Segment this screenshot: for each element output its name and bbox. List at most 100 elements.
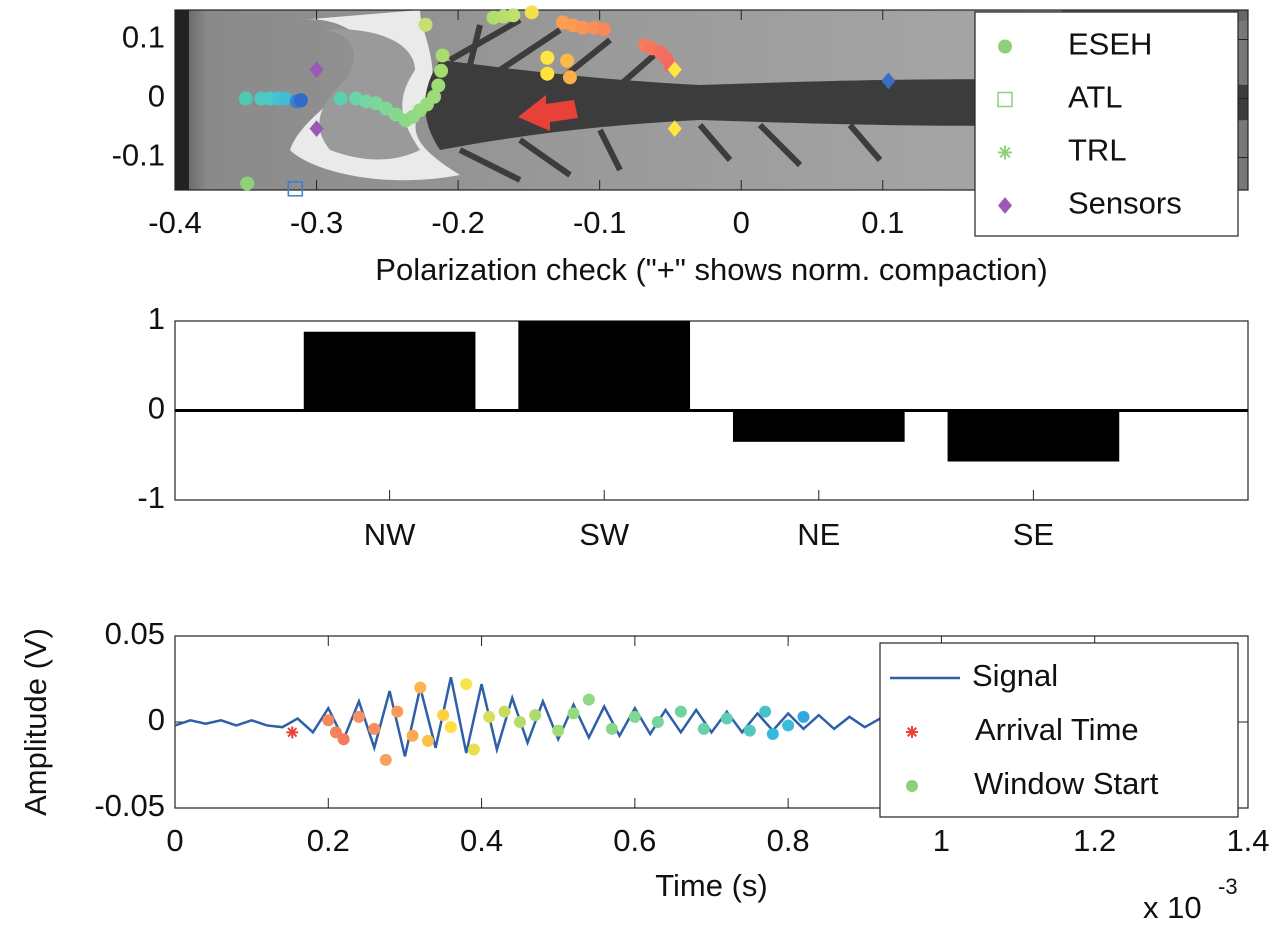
point [513,716,526,728]
point [720,712,733,725]
x-axis-label: Time (s) [655,868,768,903]
point [414,681,427,694]
y-tick-label: 0 [148,391,165,426]
point [560,53,575,68]
point [329,726,342,739]
point [667,61,682,79]
x-tick-label: 0.1 [861,205,904,240]
point [667,120,682,138]
x-multiplier: x 10 [1143,890,1202,925]
point [286,726,299,739]
legend-label: Signal [972,658,1058,693]
x-tick-label: -0.3 [290,205,343,240]
x-tick-label: NW [364,517,416,552]
x-tick-label: 1.4 [1226,823,1269,858]
point [498,705,511,718]
x-exponent: -3 [1218,874,1238,899]
point [435,48,450,63]
point [552,724,565,737]
point [444,721,457,734]
legend-marker [906,780,918,792]
point [881,72,896,90]
legend-marker [998,197,1012,214]
y-axis-label: Amplitude (V) [18,628,53,816]
x-tick-label: 1.2 [1073,823,1116,858]
y-tick-label: 1 [148,301,165,336]
x-tick-label: 0.2 [307,823,350,858]
point [596,22,611,37]
point [421,734,434,747]
bar [518,321,691,411]
point [293,93,308,108]
legend-marker [997,91,1013,108]
point [605,722,618,735]
point [582,693,595,706]
point [309,120,324,138]
point [238,91,253,106]
legend-marker [906,726,918,738]
point [759,705,772,718]
y-tick-label: 0 [148,79,165,114]
point [460,678,473,691]
legend-label: Sensors [1068,186,1182,221]
bar [303,331,476,411]
point [240,176,255,191]
point [418,17,433,32]
x-tick-label: 0.6 [613,823,656,858]
legend-label: ATL [1068,80,1123,115]
point [483,710,496,723]
point [322,714,335,727]
y-tick-label: -0.05 [94,788,165,823]
point [782,719,795,732]
y-tick-label: 0 [148,702,165,737]
x-tick-label: -0.2 [431,205,484,240]
point [368,722,381,735]
x-tick-label: 0 [733,205,750,240]
bar [732,410,905,442]
point [506,8,521,23]
point [524,5,539,20]
x-tick-label: 0.8 [767,823,810,858]
point [674,705,687,718]
signal-line [174,677,881,757]
point [309,61,324,79]
point [467,743,480,756]
legend-label: Window Start [974,766,1159,801]
chart-title: Polarization check ("+" shows norm. comp… [375,252,1047,287]
legend-marker [998,39,1012,54]
axes-frame [174,9,1249,191]
legend-marker [998,145,1012,160]
point [437,709,450,722]
point [278,91,293,106]
legend-box [974,11,1239,237]
x-tick-label: 1 [933,823,950,858]
x-tick-label: SE [1013,517,1054,552]
legend-box [879,642,1239,818]
x-tick-label: -0.4 [148,205,201,240]
point [431,78,446,93]
point [562,70,577,85]
x-tick-label: 0 [166,823,183,858]
point [766,728,779,741]
point [427,89,442,104]
point [575,20,590,35]
y-tick-label: 0.05 [105,616,165,651]
x-tick-label: 0.4 [460,823,503,858]
legend-label: Arrival Time [975,712,1139,747]
legend-label: TRL [1068,133,1127,168]
point [651,716,664,728]
point [333,91,348,106]
point [337,733,350,746]
point [743,724,756,737]
y-tick-label: -0.1 [112,138,165,173]
x-tick-label: -0.1 [573,205,626,240]
point [406,729,419,742]
x-tick-label: SW [579,517,630,552]
point [628,710,641,723]
point [797,710,810,723]
point [287,181,304,197]
y-tick-label: 0.1 [122,20,165,55]
point [697,722,710,735]
